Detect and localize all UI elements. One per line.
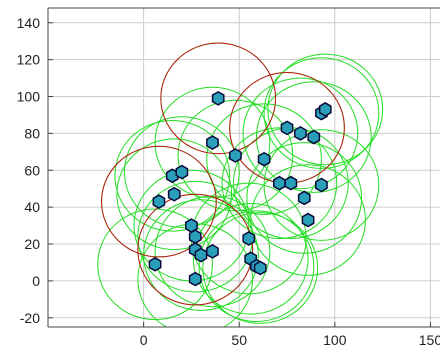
- data-point: [188, 229, 202, 245]
- y-tick-label: 140: [17, 15, 41, 31]
- coverage-circle-red: [137, 193, 254, 306]
- coverage-circle-green: [263, 57, 380, 169]
- data-point: [297, 190, 311, 206]
- data-point: [175, 164, 189, 180]
- y-tick-label: 120: [17, 52, 41, 68]
- x-axis-ticks: 0 50 100 150: [140, 322, 440, 348]
- data-point: [318, 102, 332, 117]
- y-tick-label: 80: [24, 125, 40, 141]
- data-point: [257, 151, 271, 167]
- coverage-circle-green: [221, 127, 338, 239]
- plot-frame: [47, 7, 440, 328]
- coverage-circle-green: [242, 77, 359, 190]
- coverage-circle-green: [97, 208, 213, 321]
- data-point: [194, 247, 208, 263]
- coverage-circle-green: [250, 164, 366, 276]
- data-point: [206, 244, 219, 259]
- coverage-circle-green: [206, 103, 322, 216]
- coverage-circle-green: [255, 81, 372, 193]
- data-point: [206, 135, 219, 150]
- data-point: [280, 120, 294, 136]
- x-tick-label: 50: [231, 332, 247, 348]
- coverage-circles: [97, 42, 384, 327]
- data-point: [315, 177, 328, 193]
- data-point: [167, 186, 181, 202]
- coverage-circle-red: [101, 145, 217, 258]
- data-point: [284, 175, 298, 191]
- data-point: [188, 271, 202, 287]
- data-point: [294, 126, 307, 141]
- data-point: [211, 90, 225, 106]
- coverage-circle-green: [202, 212, 319, 324]
- coverage-circle-green: [198, 210, 315, 322]
- x-tick-label: 0: [140, 332, 148, 348]
- coverage-circle-green: [123, 116, 240, 228]
- data-points: [148, 90, 332, 287]
- x-tick-label: 100: [323, 332, 347, 348]
- x-tick-label: 150: [419, 332, 440, 348]
- data-point: [148, 256, 162, 272]
- y-tick-label: 60: [24, 162, 40, 178]
- y-tick-label: 40: [24, 199, 40, 215]
- data-point: [273, 175, 286, 191]
- coverage-circle-red: [160, 42, 277, 155]
- data-point: [301, 212, 315, 228]
- data-point: [152, 194, 166, 209]
- data-point: [229, 148, 242, 163]
- y-tick-label: -20: [20, 310, 40, 326]
- coverage-circle-green: [154, 86, 271, 199]
- y-axis-ticks: -20 0 20 40 60 80 100 120 140: [17, 15, 53, 326]
- y-tick-label: 20: [24, 236, 40, 252]
- data-point: [307, 129, 321, 145]
- y-tick-label: 0: [32, 273, 40, 289]
- y-tick-label: 100: [17, 89, 41, 105]
- data-point: [242, 231, 256, 246]
- coverage-circle-green: [154, 195, 271, 308]
- coverage-circle-green: [192, 202, 309, 315]
- coverage-circle-green: [114, 119, 231, 232]
- data-point: [253, 260, 267, 276]
